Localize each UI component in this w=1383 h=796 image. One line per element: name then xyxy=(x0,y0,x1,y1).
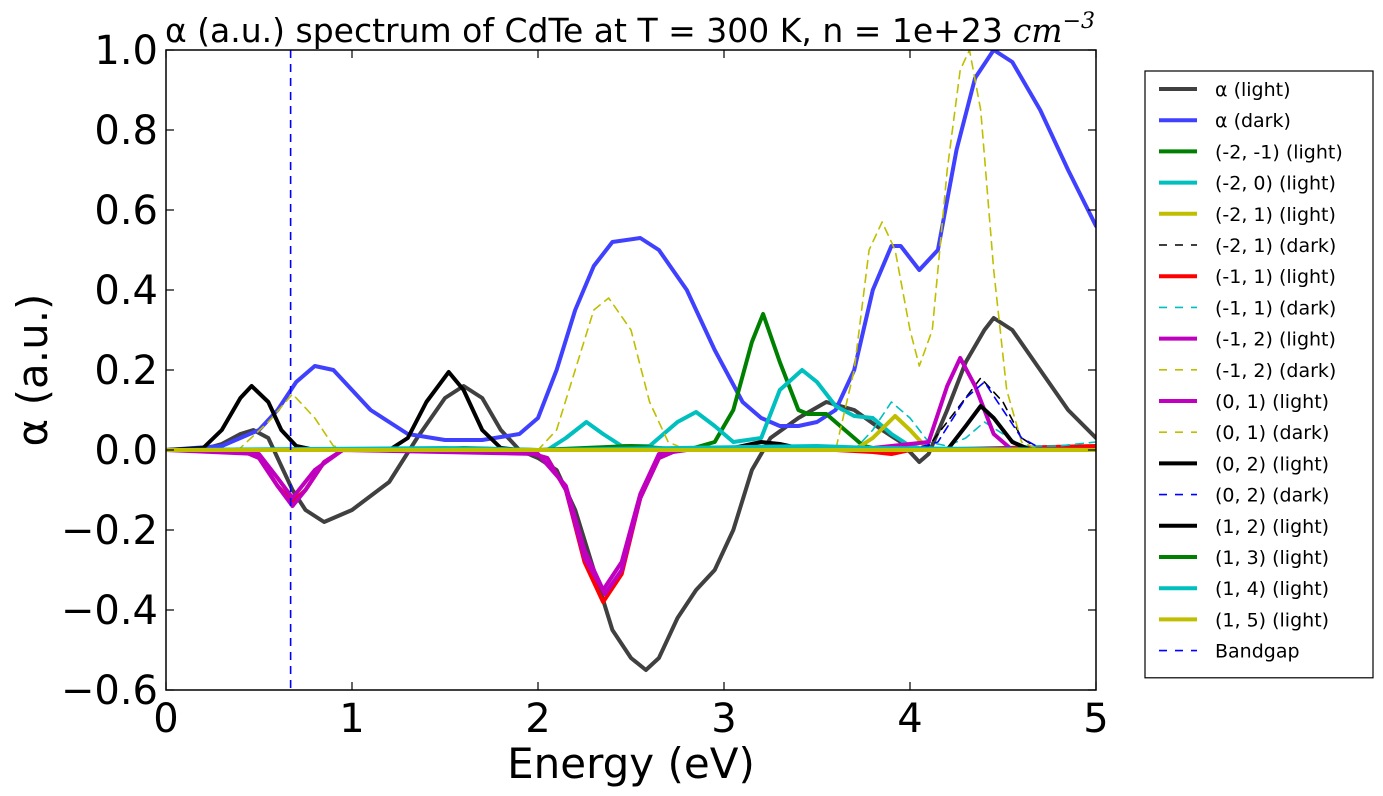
series-line-alpha-light xyxy=(166,316,1096,672)
chart-title-math-exp: −3 xyxy=(1063,9,1095,34)
legend-item-1-2-light: (-1, 2) (light) xyxy=(1159,329,1336,351)
legend-label: (-1, 1) (dark) xyxy=(1215,297,1336,319)
legend-label: (0, 2) (light) xyxy=(1215,453,1329,475)
series-line-1-2-dark xyxy=(166,297,1096,451)
series-line-0-1-light xyxy=(166,448,1096,592)
legend-item-2-0-light: (-2, 0) (light) xyxy=(1159,173,1336,195)
legend: α (light) α (dark) (-2, -1) (light) (-2, 0)… xyxy=(1144,70,1374,679)
y-tick-label: −0.2 xyxy=(61,508,158,554)
chart-title: α (a.u.) spectrum of CdTe at T = 300 K, … xyxy=(165,9,1095,50)
y-tick-label: 0.8 xyxy=(94,108,158,154)
series-line-0-2-dark xyxy=(166,381,1096,451)
legend-label: (-2, 1) (light) xyxy=(1215,204,1336,226)
y-tick-label: 0.2 xyxy=(94,348,158,394)
legend-label: (1, 2) (light) xyxy=(1215,516,1329,538)
legend-item-2-1-light: (-2, 1) (light) xyxy=(1159,204,1336,226)
legend-item-1-1-light: (-1, 1) (light) xyxy=(1159,266,1336,288)
series-line-2-0-light xyxy=(166,368,1096,452)
legend-label: (-1, 1) (light) xyxy=(1215,266,1336,288)
legend-label: (-1, 2) (light) xyxy=(1215,329,1336,351)
plot-frame xyxy=(165,49,1097,691)
y-tick-label: −0.4 xyxy=(61,588,158,634)
legend-label: α (light) xyxy=(1215,79,1291,101)
x-axis: 0 1 2 3 4 5 xyxy=(153,50,1109,742)
x-axis-label: Energy (eV) xyxy=(507,739,755,788)
x-tick-label: 3 xyxy=(711,696,736,742)
legend-item-1-2-dark: (-1, 2) (dark) xyxy=(1159,360,1336,382)
legend-item-alpha-light: α (light) xyxy=(1159,79,1291,101)
legend-item-bandgap: Bandgap xyxy=(1159,641,1300,663)
series-line-2-1-light xyxy=(166,312,1096,452)
legend-label: (0, 1) (light) xyxy=(1215,391,1329,413)
chart-title-text: α (a.u.) spectrum of CdTe at T = 300 K, … xyxy=(165,11,1003,50)
legend-item-0-1-light: (0, 1) (light) xyxy=(1159,391,1329,413)
legend-item-1-4-light: (1, 4) (light) xyxy=(1159,578,1329,600)
series-line-0-2-light xyxy=(166,370,1096,452)
series-line-1-2-light xyxy=(166,356,1096,596)
legend-label: α (dark) xyxy=(1215,110,1291,132)
legend-label: (1, 5) (light) xyxy=(1215,609,1329,631)
legend-item-2-1-light: (-2, -1) (light) xyxy=(1159,141,1343,163)
legend-item-0-1-dark: (0, 1) (dark) xyxy=(1159,422,1329,444)
legend-item-1-2-light: (1, 2) (light) xyxy=(1159,516,1329,538)
y-tick-label: 0.4 xyxy=(94,268,158,314)
y-tick-label: 0.0 xyxy=(94,428,158,474)
series-line-0-1-dark xyxy=(166,50,1096,451)
legend-item-0-2-dark: (0, 2) (dark) xyxy=(1159,485,1329,507)
y-tick-label: 1.0 xyxy=(94,28,158,74)
legend-label: (1, 3) (light) xyxy=(1215,547,1329,569)
y-axis-label: α (a.u.) xyxy=(8,294,57,447)
legend-box xyxy=(1144,70,1374,679)
x-tick-label: 0 xyxy=(153,696,178,742)
y-tick-label: 0.6 xyxy=(94,188,158,234)
y-axis: −0.6 −0.4 −0.2 0.0 0.2 0.4 0.6 0.8 1.0 xyxy=(61,28,1096,714)
legend-item-1-3-light: (1, 3) (light) xyxy=(1159,547,1329,569)
legend-item-1-5-light: (1, 5) (light) xyxy=(1159,609,1329,631)
legend-label: (0, 2) (dark) xyxy=(1215,485,1329,507)
legend-label: (-2, 0) (light) xyxy=(1215,173,1336,195)
chart-title-math: cm xyxy=(1013,11,1063,50)
legend-label: (-1, 2) (dark) xyxy=(1215,360,1336,382)
legend-item-1-1-dark: (-1, 1) (dark) xyxy=(1159,297,1336,319)
x-tick-label: 2 xyxy=(525,696,550,742)
series-line-1-1-dark xyxy=(166,401,1096,451)
series-line-alpha-dark xyxy=(166,50,1096,452)
legend-label: (0, 1) (dark) xyxy=(1215,422,1329,444)
legend-item-0-2-light: (0, 2) (light) xyxy=(1159,453,1329,475)
x-tick-label: 4 xyxy=(897,696,922,742)
plot-area xyxy=(166,50,1096,690)
x-tick-label: 5 xyxy=(1083,696,1108,742)
legend-label: (1, 4) (light) xyxy=(1215,578,1329,600)
x-tick-label: 1 xyxy=(339,696,364,742)
legend-label: (-2, 1) (dark) xyxy=(1215,235,1336,257)
legend-label: (-2, -1) (light) xyxy=(1215,141,1343,163)
legend-label: Bandgap xyxy=(1215,641,1300,663)
legend-item-alpha-dark: α (dark) xyxy=(1159,110,1291,132)
y-tick-label: −0.6 xyxy=(61,668,158,714)
legend-item-2-1-dark: (-2, 1) (dark) xyxy=(1159,235,1336,257)
